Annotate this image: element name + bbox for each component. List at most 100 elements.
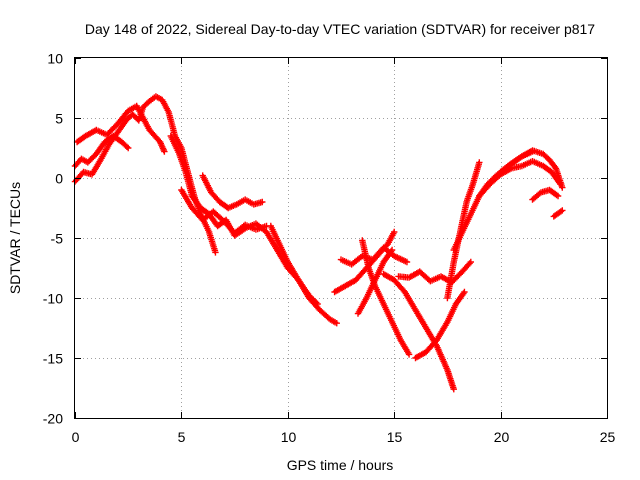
grid-lines <box>75 58 607 418</box>
data-point <box>388 246 396 254</box>
data-point <box>546 156 559 171</box>
plot-frame <box>74 57 608 419</box>
data-point <box>342 277 358 290</box>
y-tick-label: 5 <box>55 111 63 127</box>
data-point <box>422 338 439 356</box>
data-point <box>333 320 340 327</box>
data-point <box>125 144 132 152</box>
series-track-20 <box>550 207 566 220</box>
series-track-5 <box>178 186 270 237</box>
data-point <box>452 290 467 308</box>
data-point <box>412 349 428 362</box>
data-point <box>540 150 552 162</box>
y-tick-label: -5 <box>51 231 64 247</box>
data-point <box>152 93 164 103</box>
y-tick-label: 10 <box>47 51 63 67</box>
data-point <box>467 194 482 218</box>
data-point <box>267 222 282 246</box>
x-tick-label: 25 <box>600 429 616 445</box>
data-point <box>210 208 226 224</box>
data-point <box>171 132 184 150</box>
data-point <box>388 318 403 342</box>
data-point <box>73 133 88 146</box>
y-axis-label: SDTVAR / TECUs <box>7 182 23 294</box>
plot-area <box>71 93 566 393</box>
data-point <box>518 158 534 170</box>
data-point <box>391 276 407 294</box>
data-point <box>118 138 131 150</box>
data-point <box>433 342 450 372</box>
data-point <box>508 154 524 167</box>
data-point <box>476 182 492 200</box>
data-point <box>540 162 554 175</box>
data-point <box>276 240 291 264</box>
data-point <box>225 201 239 212</box>
data-point <box>348 254 364 268</box>
data-point <box>403 258 411 266</box>
data-point <box>188 192 203 210</box>
data-point <box>371 260 386 284</box>
series-track-6 <box>199 172 266 212</box>
series-track-9 <box>337 244 411 268</box>
series-track-2 <box>73 102 168 155</box>
data-point <box>146 126 163 144</box>
chart-title: Day 148 of 2022, Sidereal Day-to-day VTE… <box>85 21 595 37</box>
series-track-18 <box>497 147 566 191</box>
data-point <box>359 237 372 270</box>
series-track-3 <box>71 132 132 170</box>
series-track-19 <box>529 186 562 203</box>
series-track-7 <box>267 222 321 308</box>
data-point <box>97 142 112 164</box>
data-point <box>242 221 258 232</box>
data-point <box>354 296 369 317</box>
data-point <box>178 186 195 210</box>
data-point <box>559 207 566 214</box>
data-point <box>444 302 459 326</box>
data-point <box>110 132 124 145</box>
axis-ticks <box>75 58 608 419</box>
data-point <box>459 260 473 275</box>
series-track-14 <box>412 288 468 362</box>
data-point <box>450 386 457 393</box>
data-point <box>433 320 450 344</box>
data-point <box>518 148 535 160</box>
y-tick-label: 0 <box>55 171 63 187</box>
y-tick-label: -20 <box>43 411 63 427</box>
data-point <box>242 196 256 207</box>
data-point <box>327 316 339 326</box>
data-point <box>159 96 171 114</box>
data-point <box>133 102 146 120</box>
data-point <box>554 192 562 200</box>
data-point <box>380 270 396 283</box>
data-point <box>205 228 219 254</box>
data-point <box>391 252 409 265</box>
data-point <box>529 190 543 203</box>
data-point <box>199 172 214 194</box>
data-point <box>550 208 565 220</box>
data-point <box>463 182 476 206</box>
data-point <box>552 165 565 190</box>
data-point <box>114 109 131 128</box>
data-point <box>469 161 482 188</box>
x-tick-label: 10 <box>281 429 297 445</box>
data-point <box>559 184 566 191</box>
x-tick-label: 0 <box>72 429 80 445</box>
data-point <box>161 148 168 155</box>
data-point <box>82 127 98 140</box>
data-point <box>88 158 103 178</box>
data-point <box>476 159 483 166</box>
data-point <box>497 161 513 176</box>
data-point <box>405 351 413 358</box>
data-point <box>176 150 189 174</box>
data-point <box>401 288 418 312</box>
data-point <box>259 198 266 206</box>
y-tick-label: -15 <box>43 351 63 367</box>
data-point <box>397 336 412 356</box>
data-point <box>337 256 354 267</box>
data-point <box>352 266 369 284</box>
data-point <box>331 283 347 296</box>
x-axis-label: GPS time / hours <box>287 457 394 473</box>
data-point <box>167 132 182 156</box>
data-point <box>197 204 211 217</box>
